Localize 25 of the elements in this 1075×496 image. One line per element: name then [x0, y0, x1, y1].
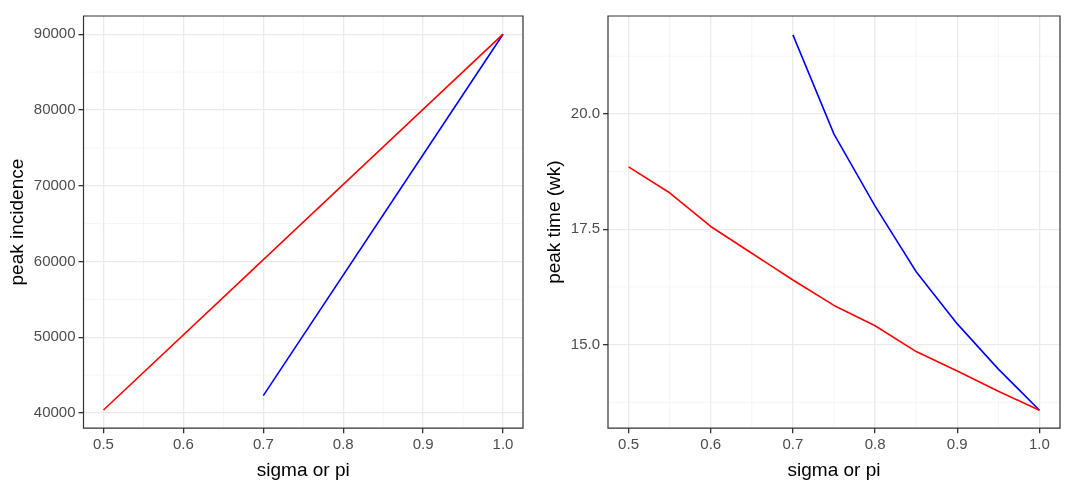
x-tick-label: 0.8 [864, 435, 886, 453]
y-tick-label: 80000 [33, 100, 76, 118]
x-tick-label: 0.7 [782, 435, 804, 453]
x-tick-label: 0.7 [252, 435, 274, 453]
x-axis-title: sigma or pi [787, 458, 881, 480]
y-tick-label: 70000 [33, 175, 76, 193]
x-tick-label: 1.0 [1029, 435, 1050, 453]
x-tick-label: 1.0 [492, 435, 514, 453]
x-tick-label: 0.9 [946, 435, 968, 453]
x-tick-label: 0.9 [412, 435, 434, 453]
y-axis-title: peak incidence [5, 158, 27, 286]
y-axis-title: peak time (wk) [542, 160, 564, 284]
y-tick-label: 90000 [33, 24, 76, 42]
x-tick-label: 0.8 [332, 435, 354, 453]
x-tick-label: 0.6 [172, 435, 194, 453]
y-tick-label: 17.5 [570, 219, 600, 237]
x-tick-label: 0.6 [700, 435, 722, 453]
x-tick-label: 0.5 [618, 435, 639, 453]
x-axis-title: sigma or pi [256, 458, 350, 480]
y-tick-label: 20.0 [570, 104, 600, 121]
x-tick-label: 0.5 [93, 435, 114, 453]
y-tick-label: 50000 [33, 327, 76, 345]
y-tick-label: 60000 [33, 251, 76, 269]
y-tick-label: 40000 [33, 403, 76, 421]
y-tick-label: 15.0 [570, 334, 600, 352]
